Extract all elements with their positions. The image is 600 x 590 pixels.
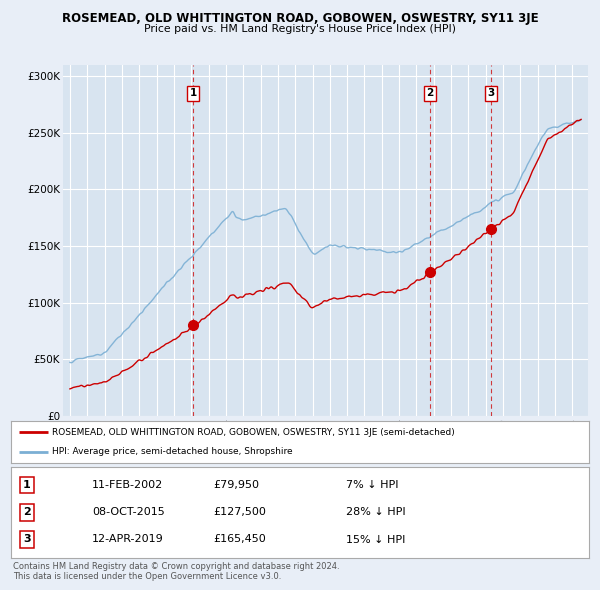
Text: 28% ↓ HPI: 28% ↓ HPI — [346, 507, 406, 517]
Text: 3: 3 — [23, 535, 31, 545]
Text: 15% ↓ HPI: 15% ↓ HPI — [346, 535, 406, 545]
Text: 2: 2 — [426, 88, 433, 98]
Text: 12-APR-2019: 12-APR-2019 — [92, 535, 164, 545]
Text: Price paid vs. HM Land Registry's House Price Index (HPI): Price paid vs. HM Land Registry's House … — [144, 24, 456, 34]
Text: 1: 1 — [23, 480, 31, 490]
Text: ROSEMEAD, OLD WHITTINGTON ROAD, GOBOWEN, OSWESTRY, SY11 3JE (semi-detached): ROSEMEAD, OLD WHITTINGTON ROAD, GOBOWEN,… — [52, 428, 455, 437]
Text: 7% ↓ HPI: 7% ↓ HPI — [346, 480, 399, 490]
Text: Contains HM Land Registry data © Crown copyright and database right 2024.
This d: Contains HM Land Registry data © Crown c… — [13, 562, 340, 581]
Text: ROSEMEAD, OLD WHITTINGTON ROAD, GOBOWEN, OSWESTRY, SY11 3JE: ROSEMEAD, OLD WHITTINGTON ROAD, GOBOWEN,… — [62, 12, 538, 25]
Text: 1: 1 — [190, 88, 197, 98]
Text: 08-OCT-2015: 08-OCT-2015 — [92, 507, 164, 517]
Text: £127,500: £127,500 — [213, 507, 266, 517]
Text: £165,450: £165,450 — [213, 535, 266, 545]
Text: £79,950: £79,950 — [213, 480, 259, 490]
Text: 11-FEB-2002: 11-FEB-2002 — [92, 480, 163, 490]
Text: 3: 3 — [487, 88, 494, 98]
Text: 2: 2 — [23, 507, 31, 517]
Text: HPI: Average price, semi-detached house, Shropshire: HPI: Average price, semi-detached house,… — [52, 447, 293, 456]
